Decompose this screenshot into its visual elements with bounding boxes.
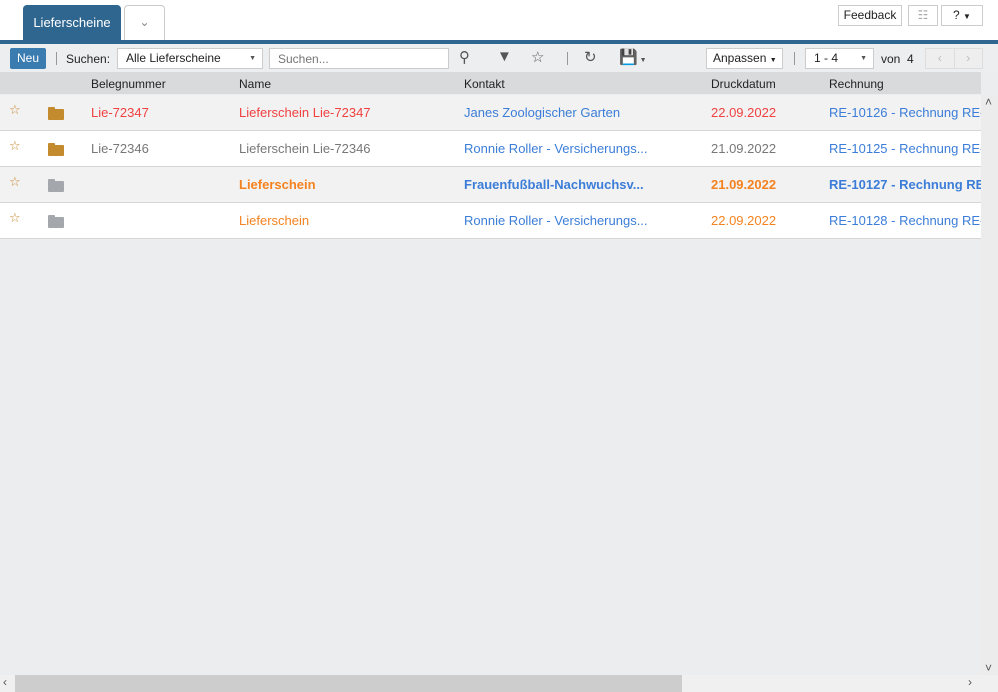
- cell-druckdatum: 21.09.2022: [711, 141, 777, 156]
- folder-icon[interactable]: [48, 215, 64, 228]
- divider: [567, 52, 568, 65]
- caret-down-icon: ▼: [963, 12, 971, 21]
- cell-rechnung[interactable]: RE-10128 - Rechnung RE-10128: [829, 213, 981, 228]
- star-icon[interactable]: ☆: [531, 49, 545, 66]
- table-header: Belegnummer Name Kontakt Druckdatum Rech…: [0, 72, 981, 94]
- caret-down-icon: ▼: [860, 55, 867, 62]
- document-button[interactable]: ☷: [908, 5, 938, 26]
- caret-down-icon: ▼: [769, 57, 777, 64]
- caret-down-icon: ▼: [249, 55, 256, 62]
- next-page-button[interactable]: ›: [966, 51, 971, 65]
- scroll-down-icon[interactable]: ˅: [985, 661, 993, 675]
- search-input[interactable]: [269, 48, 449, 69]
- cell-name[interactable]: Lieferschein: [239, 213, 310, 228]
- scroll-right-icon[interactable]: ›: [968, 675, 972, 689]
- table-row[interactable]: ☆ Lie-72347 Lieferschein Lie-72347 Janes…: [0, 95, 981, 131]
- cell-name[interactable]: Lieferschein: [239, 177, 316, 192]
- scrollbar-thumb[interactable]: [15, 675, 682, 692]
- cell-kontakt[interactable]: Ronnie Roller - Versicherungs...: [464, 213, 648, 228]
- divider: [794, 52, 795, 65]
- search-label: Suchen:: [66, 52, 111, 66]
- prev-page-button[interactable]: ‹: [926, 49, 955, 68]
- cell-belegnummer: Lie-72346: [91, 141, 149, 156]
- divider: [56, 52, 57, 65]
- cell-druckdatum: 22.09.2022: [711, 105, 777, 120]
- column-header-druckdatum[interactable]: Druckdatum: [711, 77, 776, 91]
- cell-kontakt[interactable]: Janes Zoologischer Garten: [464, 105, 621, 120]
- filter-select[interactable]: Alle Lieferscheine ▼: [117, 48, 263, 69]
- filter-select-value: Alle Lieferscheine: [126, 51, 221, 65]
- cell-kontakt[interactable]: Frauenfußball-Nachwuchsv...: [464, 177, 644, 192]
- favorite-star-icon[interactable]: ☆: [9, 138, 21, 153]
- page-range-select[interactable]: 1 - 4 ▼: [805, 48, 874, 69]
- of-label: von: [881, 52, 901, 66]
- scroll-up-icon[interactable]: ˄: [985, 95, 993, 109]
- accent-divider: [0, 40, 998, 44]
- cell-rechnung[interactable]: RE-10125 - Rechnung RE-10125: [829, 141, 981, 156]
- help-button[interactable]: ? ▼: [941, 5, 983, 26]
- cell-name[interactable]: Lieferschein Lie-72346: [239, 141, 371, 156]
- tab-lieferscheine[interactable]: Lieferscheine: [23, 5, 121, 41]
- cell-rechnung[interactable]: RE-10127 - Rechnung RE-10127: [829, 177, 981, 192]
- column-header-rechnung[interactable]: Rechnung: [829, 77, 884, 91]
- refresh-icon[interactable]: ↻: [584, 49, 597, 66]
- new-button[interactable]: Neu: [10, 48, 46, 69]
- document-icon: ☷: [917, 8, 929, 22]
- favorite-star-icon[interactable]: ☆: [9, 174, 21, 189]
- favorite-star-icon[interactable]: ☆: [9, 210, 21, 225]
- table-row[interactable]: ☆ Lieferschein Ronnie Roller - Versicher…: [0, 203, 981, 239]
- folder-icon[interactable]: [48, 143, 64, 156]
- cell-rechnung[interactable]: RE-10126 - Rechnung RE-10126: [829, 105, 981, 120]
- filter-icon[interactable]: ▼: [497, 48, 512, 65]
- top-bar: [0, 0, 998, 40]
- toolbar: Neu Suchen: Alle Lieferscheine▼ ⚲ ▼ ☆ ↻ …: [0, 44, 998, 72]
- tab-more-button[interactable]: ⌄: [124, 5, 165, 41]
- page-range-value: 1 - 4: [814, 51, 839, 65]
- horizontal-scrollbar[interactable]: ‹ ›: [0, 675, 998, 692]
- cell-druckdatum: 21.09.2022: [711, 177, 777, 192]
- total-count: 4: [907, 52, 914, 66]
- help-label: ?: [953, 8, 960, 22]
- customize-button[interactable]: Anpassen ▼: [706, 48, 783, 69]
- favorite-star-icon[interactable]: ☆: [9, 102, 21, 117]
- table-row[interactable]: ☆ Lieferschein Frauenfußball-Nachwuchsv.…: [0, 167, 981, 203]
- vertical-scrollbar[interactable]: ˄ ˅: [981, 95, 998, 675]
- caret-down-icon: ▼: [637, 57, 647, 64]
- save-icon[interactable]: 💾 ▼: [619, 49, 647, 66]
- cell-name[interactable]: Lieferschein Lie-72347: [239, 105, 371, 120]
- folder-icon[interactable]: [48, 107, 64, 120]
- chevron-down-icon: ⌄: [139, 15, 150, 29]
- column-header-kontakt[interactable]: Kontakt: [464, 77, 505, 91]
- scroll-left-icon[interactable]: ‹: [3, 675, 7, 689]
- cell-belegnummer: Lie-72347: [91, 105, 149, 120]
- cell-druckdatum: 22.09.2022: [711, 213, 777, 228]
- search-icon[interactable]: ⚲: [459, 49, 470, 66]
- folder-icon[interactable]: [48, 179, 64, 192]
- table-row[interactable]: ☆ Lie-72346 Lieferschein Lie-72346 Ronni…: [0, 131, 981, 167]
- cell-kontakt[interactable]: Ronnie Roller - Versicherungs...: [464, 141, 648, 156]
- column-header-belegnummer[interactable]: Belegnummer: [91, 77, 166, 91]
- column-header-name[interactable]: Name: [239, 77, 272, 91]
- feedback-button[interactable]: Feedback: [838, 5, 902, 26]
- customize-label: Anpassen: [713, 51, 767, 65]
